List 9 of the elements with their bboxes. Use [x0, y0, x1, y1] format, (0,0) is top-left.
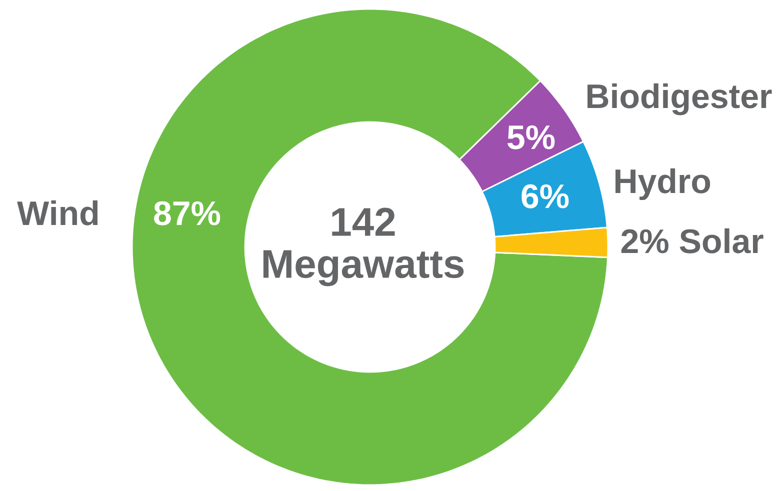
slice-label: Hydro	[615, 168, 710, 200]
slice-label: Biodigester	[587, 83, 772, 116]
data-label: 5%	[507, 125, 555, 150]
data-label: 87%	[154, 201, 220, 226]
data-label: 6%	[522, 184, 569, 208]
slice-label: Wind	[17, 200, 98, 226]
text: 142 Megawatts	[263, 208, 464, 286]
slice-label: Solar	[680, 228, 764, 254]
data-label: 2%	[621, 229, 668, 254]
